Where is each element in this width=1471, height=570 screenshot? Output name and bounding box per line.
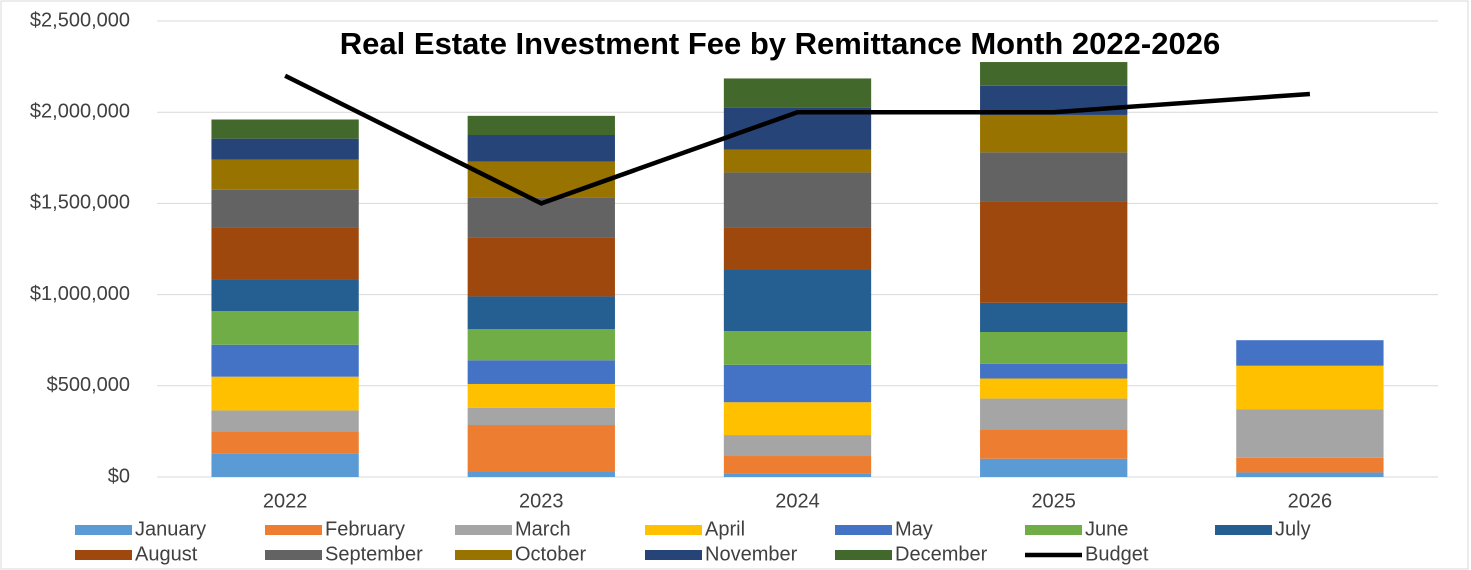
- bar-segment: [467, 425, 615, 472]
- bar-segment: [467, 383, 615, 408]
- bar-segment: [1236, 365, 1384, 410]
- legend-label: September: [325, 543, 423, 565]
- bar-segment: [980, 302, 1128, 332]
- x-tick-label: 2022: [263, 490, 308, 512]
- bar-segment: [211, 453, 359, 477]
- bar-segment: [723, 149, 872, 173]
- bar-segment: [467, 329, 615, 361]
- legend-label: August: [135, 543, 198, 565]
- budget-line: [284, 73, 1311, 206]
- bar-segment: [467, 237, 615, 297]
- bar-segment: [980, 201, 1128, 303]
- legend-swatch: [835, 525, 892, 535]
- legend-swatch: [645, 550, 702, 560]
- bar-segment: [980, 429, 1128, 459]
- bar-segment: [980, 363, 1128, 379]
- y-tick-label: $0: [108, 465, 130, 487]
- y-tick-label: $2,000,000: [30, 100, 130, 122]
- bar-segment: [211, 279, 359, 312]
- legend-label: March: [515, 518, 571, 540]
- bar-segment: [980, 62, 1128, 86]
- bar-segment: [723, 227, 872, 270]
- bar-segment: [211, 138, 359, 160]
- bar-segment: [723, 456, 872, 474]
- bar-segment: [723, 435, 872, 457]
- bar-segment: [467, 360, 615, 384]
- bar-segment: [1236, 340, 1384, 366]
- legend-label: April: [705, 518, 745, 540]
- bar-segment: [211, 159, 359, 190]
- bar-segment: [980, 331, 1128, 364]
- legend-swatch: [645, 525, 702, 535]
- bar-segment: [467, 471, 615, 477]
- bar-segment: [211, 189, 359, 228]
- legend-label: Budget: [1085, 543, 1149, 565]
- legend-swatch: [265, 525, 322, 535]
- legend-swatch: [75, 525, 132, 535]
- bar-segment: [980, 458, 1128, 477]
- bar-segment: [723, 402, 872, 436]
- bar-segment: [723, 364, 872, 403]
- chart-title: Real Estate Investment Fee by Remittance…: [340, 26, 1220, 61]
- bar-segment: [467, 135, 615, 162]
- bar-segment: [1236, 457, 1384, 473]
- legend-label: May: [895, 518, 933, 540]
- bar-segment: [980, 378, 1128, 399]
- y-tick-label: $1,000,000: [30, 283, 130, 305]
- bar-segment: [211, 376, 359, 411]
- bar-segment: [211, 311, 359, 345]
- bar-segment: [980, 114, 1128, 153]
- legend-label: December: [895, 543, 988, 565]
- bar-segment: [467, 115, 615, 135]
- bar-segment: [980, 398, 1128, 430]
- legend-swatch: [1025, 525, 1082, 535]
- x-tick-label: 2024: [775, 490, 820, 512]
- bar-segment: [723, 269, 872, 332]
- bar-segment: [467, 407, 615, 426]
- bar-segment: [1236, 472, 1384, 477]
- bar-segment: [211, 410, 359, 432]
- x-tick-label: 2026: [1288, 490, 1333, 512]
- legend-label: July: [1275, 518, 1311, 540]
- legend-swatch: [455, 550, 512, 560]
- legend-label: June: [1085, 518, 1128, 540]
- legend-label: February: [325, 518, 405, 540]
- y-tick-label: $1,500,000: [30, 192, 130, 214]
- legend-swatch: [75, 550, 132, 560]
- x-tick-label: 2025: [1031, 490, 1076, 512]
- bar-segment: [211, 344, 359, 377]
- bar-segment: [723, 172, 872, 228]
- bar-segment: [723, 473, 872, 477]
- legend-swatch: [455, 525, 512, 535]
- bar-segment: [723, 78, 872, 108]
- legend-label: October: [515, 543, 586, 565]
- bar-segment: [980, 152, 1128, 202]
- legend-swatch: [1215, 525, 1272, 535]
- y-tick-label: $2,500,000: [30, 9, 130, 31]
- bar-segment: [211, 431, 359, 454]
- bar-segment: [723, 331, 872, 365]
- x-tick-label: 2023: [519, 490, 564, 512]
- y-tick-label: $500,000: [47, 374, 130, 396]
- bar-segment: [1236, 409, 1384, 458]
- bar-segment: [467, 296, 615, 330]
- bar-segment: [211, 119, 359, 139]
- legend-swatch: [265, 550, 322, 560]
- legend-swatch: [835, 550, 892, 560]
- legend-label: January: [135, 518, 206, 540]
- bar-segment: [211, 227, 359, 280]
- legend-label: November: [705, 543, 798, 565]
